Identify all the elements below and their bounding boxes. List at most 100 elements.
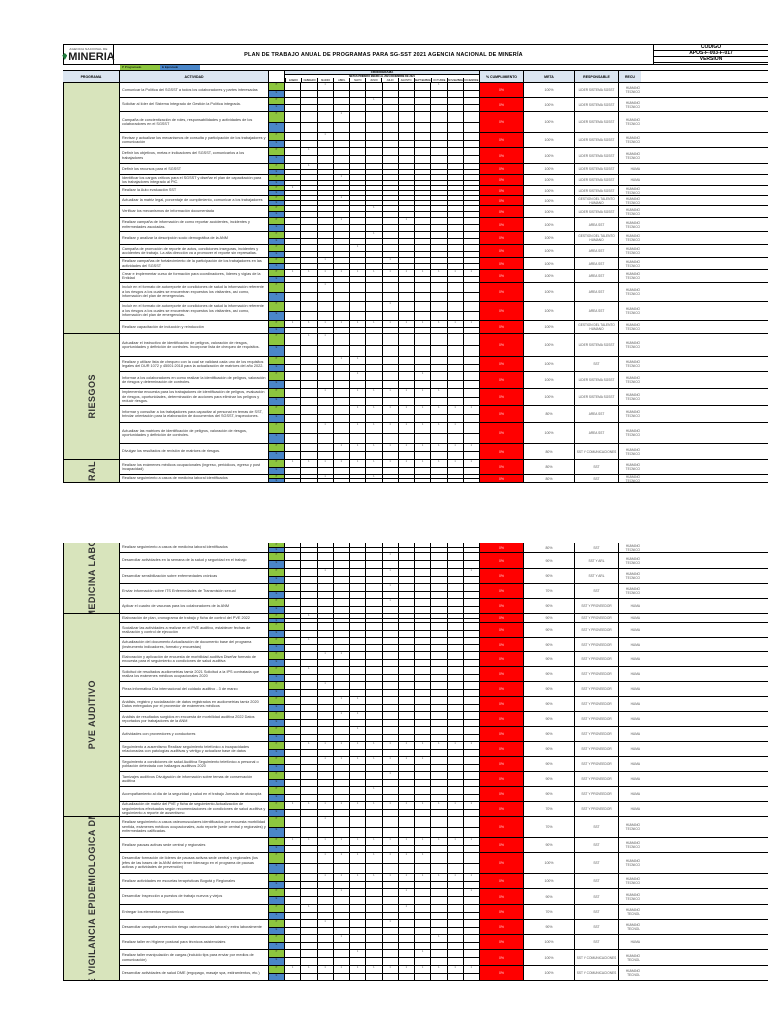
month-cell[interactable] bbox=[318, 90, 334, 97]
month-cell[interactable] bbox=[448, 697, 464, 704]
month-cell[interactable] bbox=[350, 704, 367, 711]
month-cell[interactable] bbox=[464, 122, 480, 132]
month-cell[interactable] bbox=[318, 201, 334, 205]
month-cell[interactable]: 1 bbox=[383, 270, 399, 276]
month-cell[interactable] bbox=[301, 433, 318, 443]
month-cell[interactable] bbox=[464, 794, 480, 801]
month-cell[interactable] bbox=[399, 561, 415, 568]
month-cell[interactable]: 1 bbox=[350, 460, 367, 467]
month-cell[interactable] bbox=[318, 623, 334, 630]
month-cell[interactable] bbox=[464, 652, 480, 659]
month-cell[interactable] bbox=[334, 283, 350, 292]
month-cell[interactable] bbox=[431, 543, 448, 547]
month-cell[interactable]: 1 bbox=[464, 889, 480, 896]
month-cell[interactable] bbox=[464, 264, 480, 269]
month-cell[interactable] bbox=[383, 727, 399, 734]
month-cell[interactable] bbox=[334, 682, 350, 689]
month-cell[interactable] bbox=[448, 475, 464, 478]
month-cell[interactable] bbox=[285, 845, 302, 852]
month-cell[interactable] bbox=[285, 311, 302, 320]
month-cell[interactable] bbox=[448, 206, 464, 211]
month-cell[interactable] bbox=[415, 479, 432, 482]
month-cell[interactable] bbox=[399, 935, 415, 942]
month-cell[interactable] bbox=[464, 659, 480, 666]
month-cell[interactable] bbox=[318, 881, 334, 888]
month-cell[interactable] bbox=[415, 98, 432, 104]
month-cell[interactable] bbox=[464, 245, 480, 251]
month-cell[interactable] bbox=[431, 225, 448, 231]
month-cell[interactable] bbox=[415, 232, 432, 238]
month-cell[interactable] bbox=[350, 311, 367, 320]
month-cell[interactable]: 1 bbox=[383, 772, 399, 779]
month-cell[interactable] bbox=[285, 98, 302, 104]
month-cell[interactable]: 1 bbox=[464, 270, 480, 276]
month-cell[interactable] bbox=[431, 920, 448, 927]
month-cell[interactable] bbox=[350, 827, 367, 837]
month-cell[interactable] bbox=[415, 292, 432, 301]
month-cell[interactable] bbox=[318, 576, 334, 583]
month-cell[interactable] bbox=[350, 292, 367, 301]
month-cell[interactable] bbox=[301, 475, 318, 478]
month-cell[interactable] bbox=[415, 569, 432, 576]
month-cell[interactable] bbox=[285, 196, 302, 200]
month-cell[interactable]: 1 bbox=[334, 966, 350, 973]
month-cell[interactable] bbox=[366, 749, 383, 756]
month-cell[interactable] bbox=[464, 389, 480, 397]
month-cell[interactable] bbox=[415, 845, 432, 852]
month-cell[interactable] bbox=[431, 614, 448, 618]
month-cell[interactable] bbox=[366, 169, 383, 174]
month-cell[interactable] bbox=[285, 667, 302, 674]
month-cell[interactable] bbox=[464, 105, 480, 111]
month-cell[interactable] bbox=[350, 225, 367, 231]
month-cell[interactable] bbox=[334, 606, 350, 613]
month-cell[interactable] bbox=[431, 98, 448, 104]
month-cell[interactable] bbox=[301, 889, 318, 896]
month-cell[interactable] bbox=[431, 276, 448, 282]
month-cell[interactable]: 1 bbox=[366, 838, 383, 845]
month-cell[interactable]: 1 bbox=[383, 599, 399, 606]
month-cell[interactable] bbox=[383, 218, 399, 224]
month-cell[interactable] bbox=[399, 357, 415, 364]
month-cell[interactable] bbox=[383, 169, 399, 174]
month-cell[interactable] bbox=[318, 794, 334, 801]
month-cell[interactable] bbox=[334, 764, 350, 771]
month-cell[interactable] bbox=[415, 920, 432, 927]
month-cell[interactable] bbox=[383, 863, 399, 873]
month-cell[interactable]: 1 bbox=[399, 218, 415, 224]
month-cell[interactable] bbox=[464, 606, 480, 613]
month-cell[interactable]: 1 bbox=[464, 742, 480, 749]
month-cell[interactable] bbox=[415, 638, 432, 644]
month-cell[interactable] bbox=[464, 623, 480, 630]
month-cell[interactable] bbox=[399, 364, 415, 371]
month-cell[interactable] bbox=[366, 973, 383, 980]
month-cell[interactable] bbox=[318, 264, 334, 269]
month-cell[interactable]: 1 bbox=[383, 584, 399, 591]
month-cell[interactable] bbox=[399, 414, 415, 422]
month-cell[interactable] bbox=[318, 105, 334, 111]
month-cell[interactable]: 1 bbox=[383, 321, 399, 327]
month-cell[interactable] bbox=[399, 276, 415, 282]
month-cell[interactable] bbox=[399, 372, 415, 380]
month-cell[interactable] bbox=[399, 682, 415, 689]
month-cell[interactable] bbox=[285, 444, 302, 451]
month-cell[interactable] bbox=[415, 817, 432, 827]
month-cell[interactable] bbox=[383, 112, 399, 122]
month-cell[interactable] bbox=[431, 576, 448, 583]
month-cell[interactable] bbox=[334, 311, 350, 320]
month-cell[interactable] bbox=[464, 225, 480, 231]
month-cell[interactable]: 1 bbox=[301, 905, 318, 912]
month-cell[interactable] bbox=[334, 90, 350, 97]
month-cell[interactable] bbox=[415, 475, 432, 478]
month-cell[interactable] bbox=[301, 794, 318, 801]
month-cell[interactable] bbox=[448, 112, 464, 122]
month-cell[interactable] bbox=[399, 133, 415, 140]
month-cell[interactable] bbox=[350, 591, 367, 598]
month-cell[interactable] bbox=[285, 742, 302, 749]
month-cell[interactable] bbox=[318, 712, 334, 719]
month-cell[interactable] bbox=[366, 779, 383, 786]
month-cell[interactable] bbox=[366, 623, 383, 630]
month-cell[interactable] bbox=[334, 779, 350, 786]
month-cell[interactable] bbox=[285, 156, 302, 163]
month-cell[interactable]: 1 bbox=[383, 874, 399, 881]
month-cell[interactable] bbox=[431, 659, 448, 666]
